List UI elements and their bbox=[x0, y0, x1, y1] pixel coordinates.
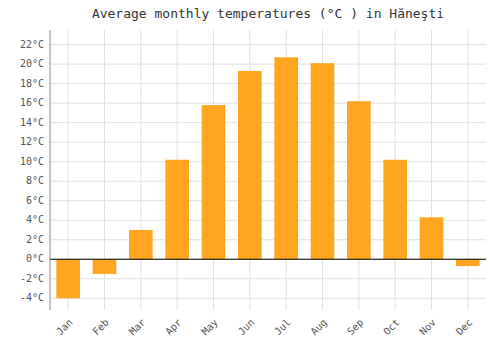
grid-line bbox=[50, 122, 486, 123]
bar bbox=[202, 105, 226, 259]
grid-line bbox=[431, 30, 432, 310]
y-tick-label: 0°C bbox=[26, 253, 44, 264]
bar bbox=[238, 71, 262, 259]
grid-line bbox=[50, 278, 486, 279]
y-tick-label: 20°C bbox=[20, 58, 44, 69]
y-tick-label: 8°C bbox=[26, 175, 44, 186]
bar bbox=[274, 57, 298, 259]
x-tick-label: Sep bbox=[345, 317, 366, 338]
bar bbox=[129, 230, 153, 259]
bar bbox=[420, 217, 444, 259]
axes: -4°C -2°C 0°C 2°C 4°C 6°C 8°C 10°C 12°C 14°C 16°C 1… bbox=[20, 39, 474, 338]
grid-line bbox=[50, 142, 486, 143]
grid-line bbox=[50, 83, 486, 84]
grid-line bbox=[50, 161, 486, 162]
y-tick-label: 18°C bbox=[20, 78, 44, 89]
x-tick-label: Jun bbox=[236, 317, 257, 338]
y-tick-label: 4°C bbox=[26, 214, 44, 225]
chart: Average monthly temperatures (°C ) in Hă… bbox=[0, 0, 500, 350]
x-tick-label: Dec bbox=[454, 317, 475, 338]
x-tick-label: Jul bbox=[272, 317, 293, 338]
zero-line bbox=[50, 259, 486, 260]
grid-line bbox=[50, 64, 486, 65]
grid-line bbox=[50, 298, 486, 299]
grid-line bbox=[50, 103, 486, 104]
x-tick-label: May bbox=[199, 317, 220, 338]
y-tick-label: 16°C bbox=[20, 97, 44, 108]
bars bbox=[56, 57, 479, 298]
bar bbox=[383, 160, 407, 260]
x-tick-label: Oct bbox=[381, 317, 402, 338]
x-tick-label: Apr bbox=[163, 317, 184, 338]
y-tick-label: 22°C bbox=[20, 39, 44, 50]
x-tick-label: Jan bbox=[54, 317, 75, 338]
grid-line bbox=[467, 30, 468, 310]
bar bbox=[347, 101, 371, 259]
x-tick-label: Feb bbox=[90, 317, 111, 338]
bar bbox=[56, 259, 80, 298]
y-tick-label: 12°C bbox=[20, 136, 44, 147]
y-tick-label: -4°C bbox=[20, 292, 44, 303]
x-tick-label: Mar bbox=[127, 317, 148, 338]
bar bbox=[93, 259, 117, 274]
y-axis-line bbox=[50, 30, 51, 310]
title: Average monthly temperatures (°C ) in Hă… bbox=[92, 6, 444, 21]
y-tick-label: 10°C bbox=[20, 156, 44, 167]
x-tick-label: Aug bbox=[308, 317, 329, 338]
bar bbox=[311, 63, 335, 259]
x-tick-label: Nov bbox=[417, 317, 438, 338]
y-tick-label: 6°C bbox=[26, 195, 44, 206]
bar bbox=[456, 259, 480, 266]
y-tick-label: 14°C bbox=[20, 117, 44, 128]
grid-line bbox=[50, 200, 486, 201]
y-tick-label: 2°C bbox=[26, 234, 44, 245]
grid bbox=[50, 30, 486, 310]
grid-line bbox=[50, 259, 486, 260]
y-tick-label: -2°C bbox=[20, 273, 44, 284]
grid-line bbox=[140, 30, 141, 310]
grid-line bbox=[50, 44, 486, 45]
bar bbox=[165, 160, 189, 260]
grid-line bbox=[50, 181, 486, 182]
